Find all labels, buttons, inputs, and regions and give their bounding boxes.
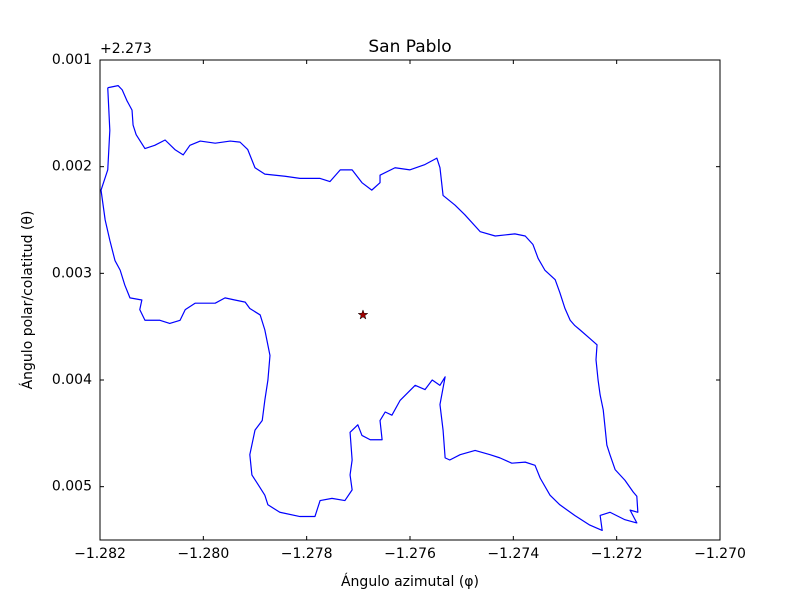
y-tick-label: 0.002	[52, 159, 92, 175]
x-tick-label: −1.282	[74, 546, 126, 562]
y-axis-label: Ángulo polar/colatitud (θ)	[19, 211, 36, 390]
x-tick-label: −1.278	[281, 546, 333, 562]
y-tick-label: 0.003	[52, 265, 92, 281]
x-axis-label: Ángulo azimutal (φ)	[341, 573, 479, 590]
x-tick-label: −1.280	[177, 546, 229, 562]
x-tick-label: −1.272	[591, 546, 643, 562]
x-tick-label: −1.270	[694, 546, 746, 562]
y-tick-label: 0.004	[52, 372, 92, 388]
y-offset-label: +2.273	[100, 41, 152, 57]
y-tick-label: 0.005	[52, 479, 92, 495]
x-tick-label: −1.276	[384, 546, 436, 562]
marker-star	[357, 309, 369, 320]
chart-title: San Pablo	[368, 37, 451, 57]
x-tick-label: −1.274	[487, 546, 539, 562]
y-tick-label: 0.001	[52, 52, 92, 68]
boundary-line	[100, 85, 639, 531]
plot-frame	[99, 59, 721, 541]
